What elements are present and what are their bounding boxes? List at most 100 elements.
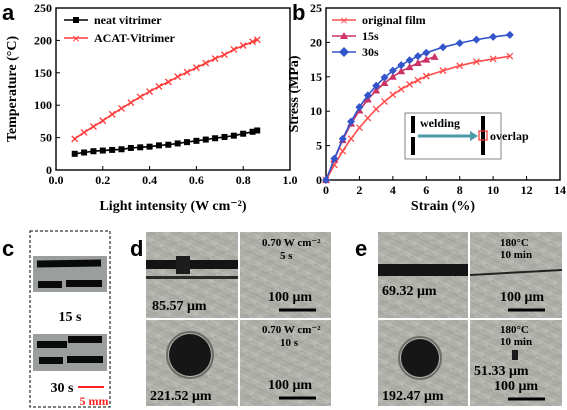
data-point-neat-vitrimer [254,127,261,134]
x-tick-label-b: 0 [323,183,329,197]
data-point-neat-vitrimer [249,128,256,135]
panel-e-tr-time: 10 min [500,249,532,261]
panel-d-tr-scale-label: 100 μm [268,290,312,305]
data-point-15s [422,55,431,63]
panel-d-br-time: 10 s [280,337,299,349]
series-line-acat-vitrimer [74,39,258,140]
x-tick-label-a: 0.8 [236,173,251,187]
panel-d-tr-intensity: 0.70 W cm⁻² [262,237,321,249]
data-point-acat-vitrimer [230,46,238,53]
panel-d-tr-time: 5 s [280,250,293,262]
x-axis-title-a: Light intensity (W cm⁻²) [99,199,246,214]
data-point-30s [439,43,447,52]
x-axis-title-b: Strain (%) [411,199,476,214]
data-point-acat-vitrimer [249,38,257,46]
data-point-30s [338,134,347,143]
panel-d-br-scale-label: 100 μm [268,378,312,393]
legend-acat-vitrimer: ACAT-Vitrimer [94,31,176,45]
panel-e-micrographs: 69.32 μm 180°C 10 min 100 μm 192.47 μm 1… [378,232,563,406]
panel-c-scale-label: 5 mm [80,394,109,408]
y-tick-label-a: 0 [46,163,52,177]
data-point-30s [413,52,422,61]
data-point-30s [322,176,330,184]
data-point-neat-vitrimer [221,133,228,140]
panel-label-c: c [2,236,14,261]
data-point-original-film [439,67,447,75]
y-tick-label-a: 100 [34,98,52,112]
data-point-original-film [456,62,464,70]
legend-b: × original film 15s 30s [332,13,426,59]
data-point-30s [388,66,397,75]
data-point-neat-vitrimer [127,144,134,151]
legend-marker-original: × [339,14,348,27]
data-point-15s [380,78,389,86]
data-point-neat-vitrimer [81,149,88,156]
data-point-original-film [347,135,355,143]
data-point-neat-vitrimer [109,146,116,153]
data-point-neat-vitrimer [90,148,97,155]
data-point-15s [405,63,414,71]
data-point-neat-vitrimer [230,132,237,139]
data-point-30s [455,39,464,48]
data-point-15s [388,72,397,80]
panel-d-tl-measure: 85.57 μm [152,299,207,314]
data-point-15s [397,67,406,75]
data-point-neat-vitrimer [165,141,172,148]
data-point-neat-vitrimer [99,147,106,154]
data-point-neat-vitrimer [202,136,209,143]
x-tick-label-a: 1.0 [283,173,298,187]
panel-label-d: d [130,236,143,261]
data-point-acat-vitrimer [174,73,182,81]
panel-e-br-temp: 180°C [500,324,529,336]
data-point-15s [413,59,422,67]
data-point-neat-vitrimer [184,139,191,146]
data-point-acat-vitrimer [99,117,107,125]
data-point-acat-vitrimer [136,93,144,101]
data-point-neat-vitrimer [146,143,153,150]
data-point-original-film [372,105,380,113]
data-point-acat-vitrimer [192,64,200,72]
data-point-acat-vitrimer [80,128,88,136]
data-point-original-film [397,85,405,93]
x-tick-label-a: 0.4 [142,173,157,187]
plot-frame-b [325,7,561,181]
x-tick-label-a: 0.0 [49,173,64,187]
data-point-30s [472,35,481,44]
data-point-15s [430,52,439,60]
y-axis-title-a: Temperature (°C) [5,36,20,143]
data-point-neat-vitrimer [193,137,200,144]
data-point-acat-vitrimer [239,42,247,50]
panel-e-br-scale-label: 100 μm [494,379,538,394]
panel-label-e: e [355,236,367,261]
y-tick-label-b: 0 [316,173,322,187]
legend-marker-30s [339,47,349,57]
panel-e-tr-scale-label: 100 μm [500,290,544,305]
data-point-original-film [422,72,430,80]
panel-e-br-measure: 51.33 μm [474,364,529,379]
x-tick-label-b: 2 [356,183,362,197]
data-point-30s [405,56,414,65]
welding-inset: welding overlap [404,112,529,160]
x-tick-label-a: 0.6 [189,173,204,187]
data-point-acat-vitrimer [127,99,135,107]
data-point-15s [372,86,381,94]
data-point-neat-vitrimer [174,140,181,147]
data-point-acat-vitrimer [183,68,191,76]
data-point-acat-vitrimer [108,110,116,118]
data-point-acat-vitrimer [155,82,163,90]
data-point-acat-vitrimer [89,123,97,131]
panel-d-br-intensity: 0.70 W cm⁻² [262,324,321,336]
data-point-neat-vitrimer [71,150,78,157]
data-point-neat-vitrimer [118,146,125,153]
legend-marker-15s [340,32,348,39]
panel-label-a: a [2,0,15,25]
panel-e-br-time: 10 min [500,336,532,348]
data-point-30s [505,30,514,39]
data-point-original-film [406,80,414,88]
data-point-30s [363,91,372,100]
legend-original-film: original film [362,13,426,27]
y-tick-label-a: 50 [40,131,52,145]
y-tick-label-b: 5 [316,139,322,153]
data-point-30s [380,73,389,82]
